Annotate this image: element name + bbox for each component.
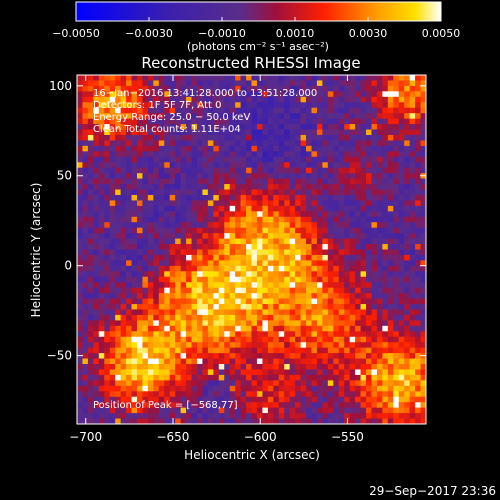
x-tick-label: −600 xyxy=(244,430,277,444)
colorbar-tick-label: −0.0030 xyxy=(125,27,173,40)
heatmap-image xyxy=(77,75,426,424)
colorbar-tick-label: −0.0050 xyxy=(52,27,100,40)
colorbar-tick-label: 0.0010 xyxy=(276,27,315,40)
annotation-clean-counts: Clean Total counts: 1.11E+04 xyxy=(93,124,241,135)
x-tick-label: −700 xyxy=(69,430,102,444)
y-tick-label: 100 xyxy=(49,79,72,93)
plot-timestamp: 29−Sep−2017 23:36 xyxy=(369,484,496,498)
annotation-detectors: Detectors: 1F 5F 7F, Att 0 xyxy=(93,100,221,111)
y-tick-label: 50 xyxy=(57,169,72,183)
annotation-time-range: 16−Jan−2016 13:41:28.000 to 13:51:28.000 xyxy=(93,88,317,99)
colorbar-tick-label: −0.0010 xyxy=(198,27,246,40)
x-tick-label: −550 xyxy=(331,430,364,444)
plot-area: −700 −650 −600 −550 −50 0 50 100 16−Jan−2016 13… xyxy=(47,74,427,444)
annotation-block: 16−Jan−2016 13:41:28.000 to 13:51:28.000… xyxy=(93,88,317,411)
colorbar-gradient xyxy=(75,1,442,22)
x-axis-label: Heliocentric X (arcsec) xyxy=(184,448,320,462)
annotation-peak-position: Position of Peak = [−568,77] xyxy=(93,400,238,411)
x-tick-label: −650 xyxy=(156,430,189,444)
chart-title: Reconstructed RHESSI Image xyxy=(141,54,360,72)
colorbar: −0.0050 −0.0030 −0.0010 0.0010 0.0030 0.0050 … xyxy=(52,1,461,53)
y-tick-label: −50 xyxy=(47,349,72,363)
y-axis-label: Heliocentric Y (arcsec) xyxy=(29,183,43,318)
y-tick-label: 0 xyxy=(64,259,72,273)
colorbar-unit-label: (photons cm⁻² s⁻¹ asec⁻²) xyxy=(187,40,329,53)
colorbar-tick-label: 0.0030 xyxy=(349,27,388,40)
colorbar-tick-label: 0.0050 xyxy=(422,27,461,40)
annotation-energy-range: Energy Range: 25.0 − 50.0 keV xyxy=(93,112,250,123)
plot-frame xyxy=(76,74,427,425)
